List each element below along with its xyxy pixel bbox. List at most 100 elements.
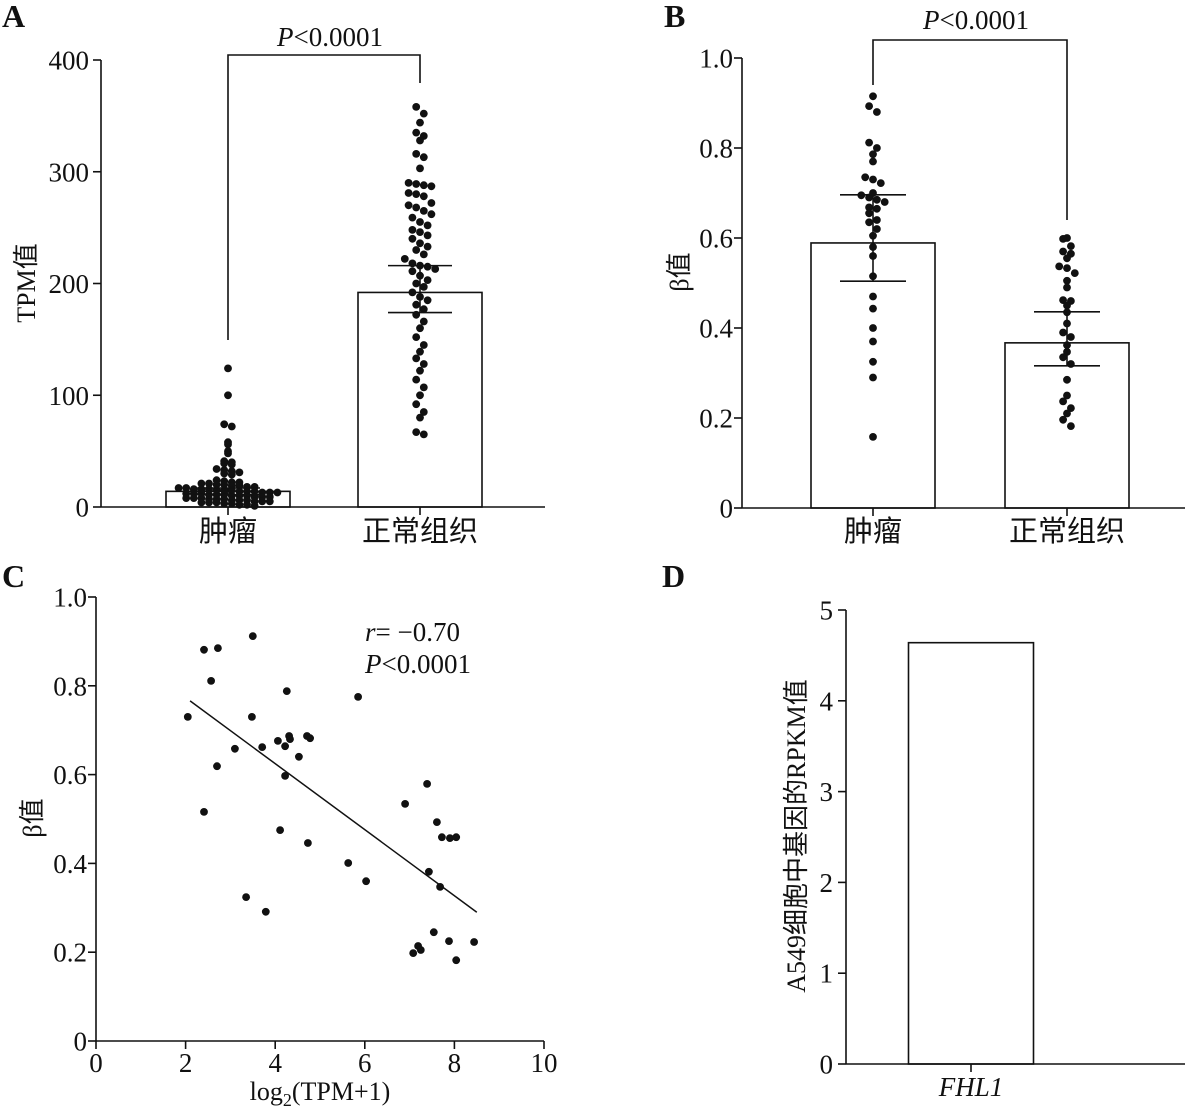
data-point <box>212 465 221 473</box>
y-tick-label: 3 <box>820 777 834 807</box>
y-tick-label: 1.0 <box>699 44 733 74</box>
data-point <box>446 834 454 842</box>
data-point <box>1059 353 1067 362</box>
x-tick-label: 8 <box>448 1048 462 1078</box>
data-point <box>1063 264 1071 272</box>
category-label: 正常组织 <box>1009 515 1125 548</box>
x-tick-label: 10 <box>531 1048 558 1078</box>
data-point <box>873 195 881 204</box>
data-point <box>250 502 259 510</box>
data-point <box>189 494 198 502</box>
data-point <box>873 108 881 116</box>
data-point <box>220 459 229 468</box>
data-point <box>212 480 221 489</box>
data-point <box>227 460 236 469</box>
data-point <box>200 645 208 654</box>
data-point <box>419 250 428 259</box>
data-point <box>869 357 877 366</box>
data-point <box>224 449 232 458</box>
stat-annotation: r= −0.70 <box>365 617 460 647</box>
significance-label: P<0.0001 <box>276 22 383 52</box>
data-point <box>412 333 421 341</box>
data-point <box>235 468 244 477</box>
data-point <box>412 354 421 363</box>
panel-d: 0 1 2 3 4 5 A549细胞中基因的RPKM值 D FHL1 <box>662 558 1185 1102</box>
data-point <box>416 391 424 400</box>
data-point <box>404 201 413 210</box>
y-tick-label: 0.8 <box>699 134 733 164</box>
data-point <box>427 199 436 207</box>
regression-line <box>189 700 478 913</box>
data-point <box>224 364 232 373</box>
data-point <box>419 109 428 118</box>
data-point <box>427 182 436 191</box>
bar <box>1004 342 1130 509</box>
data-point <box>873 144 881 152</box>
data-point <box>1059 328 1067 337</box>
y-tick-label: 0.6 <box>699 224 733 254</box>
data-point <box>419 341 428 349</box>
data-point <box>416 118 424 127</box>
data-point <box>452 833 461 842</box>
data-point <box>281 772 289 780</box>
data-point <box>207 677 216 685</box>
data-point <box>412 180 421 188</box>
data-point <box>416 136 424 145</box>
data-point <box>419 305 428 314</box>
data-point <box>220 469 229 478</box>
data-point <box>865 209 873 218</box>
panel-a: 0 100 200 300 400 TPM值 A 肿瘤 正常组织 P<0.0001 <box>2 0 545 548</box>
data-point <box>416 946 425 954</box>
data-point <box>1059 296 1067 304</box>
data-point <box>869 373 877 382</box>
data-point <box>873 216 881 224</box>
data-point <box>861 173 870 182</box>
data-point <box>445 937 453 945</box>
data-point <box>416 218 424 226</box>
data-point <box>274 737 282 745</box>
data-point <box>869 150 877 159</box>
y-tick-label: 2 <box>820 868 834 898</box>
data-point <box>869 304 877 313</box>
y-axis-title: β值 <box>665 252 694 291</box>
y-axis-title: TPM值 <box>12 243 41 322</box>
data-point <box>258 497 267 506</box>
x-axis-title-rest: (TPM+1) <box>292 1077 390 1106</box>
data-point <box>1059 235 1067 243</box>
data-point <box>258 743 267 751</box>
data-point <box>242 893 251 901</box>
data-point <box>869 175 877 184</box>
data-point <box>429 928 438 937</box>
data-point <box>419 207 428 215</box>
data-point <box>865 218 873 227</box>
data-point <box>212 498 221 507</box>
data-point <box>1063 409 1071 418</box>
data-point <box>250 487 259 496</box>
data-point <box>248 632 257 640</box>
data-point <box>412 375 421 384</box>
y-tick-label: 400 <box>49 46 90 76</box>
x-axis-title-subscript: 2 <box>283 1090 292 1110</box>
panel-label: D <box>662 558 685 594</box>
data-point <box>220 480 229 489</box>
data-point <box>412 279 421 288</box>
data-point <box>1059 415 1067 424</box>
data-point <box>1063 254 1071 263</box>
data-point <box>423 296 432 305</box>
data-point <box>214 644 222 652</box>
data-point <box>416 347 424 356</box>
data-point <box>431 265 440 273</box>
data-point <box>423 780 431 788</box>
data-point <box>282 687 291 695</box>
data-point <box>423 276 432 284</box>
data-point <box>412 428 421 436</box>
category-label: 肿瘤 <box>199 515 257 548</box>
data-point <box>1067 422 1075 430</box>
panel-b: 0 0.2 0.4 0.6 0.8 1.0 β值 B 肿瘤 正常组织 P<0.0001 <box>664 0 1185 548</box>
y-axis-title: A549细胞中基因的RPKM值 <box>782 679 811 992</box>
data-point <box>205 498 213 507</box>
data-point <box>412 300 421 309</box>
panel-label: C <box>2 558 25 594</box>
data-point <box>869 92 877 101</box>
data-point <box>425 867 433 876</box>
